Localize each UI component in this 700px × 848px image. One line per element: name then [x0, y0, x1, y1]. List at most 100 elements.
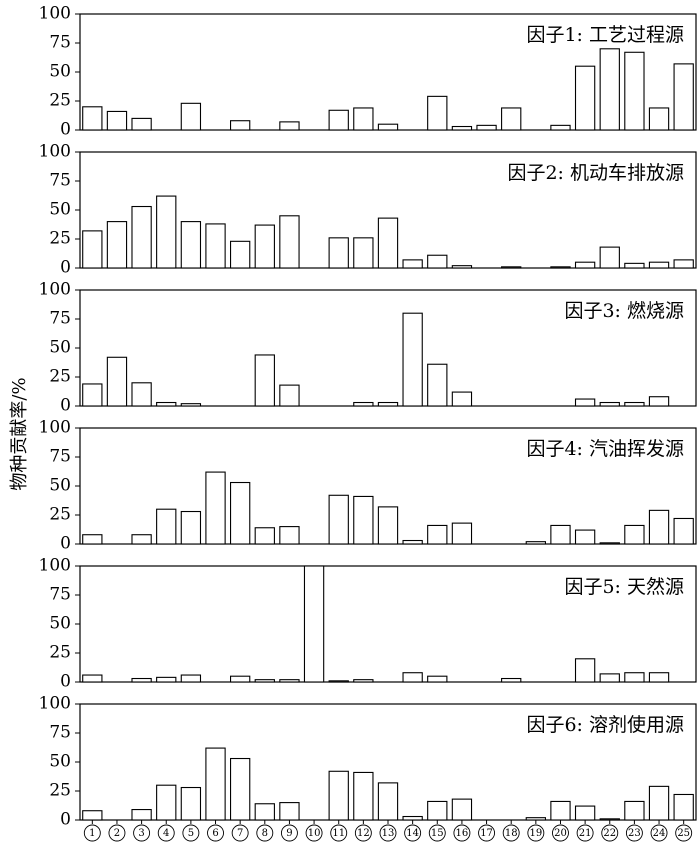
- bar: [574, 261, 596, 269]
- bar: [599, 542, 620, 545]
- bar: [377, 217, 399, 269]
- bar: [501, 107, 522, 131]
- x-tick-circle: [157, 824, 175, 842]
- bar: [525, 817, 546, 821]
- bar: [279, 679, 300, 683]
- bar: [230, 240, 251, 269]
- x-tick-label: 24: [653, 828, 666, 839]
- bar: [525, 541, 546, 545]
- y-axis-label: 物种贡献率/%: [9, 377, 30, 490]
- bar: [402, 672, 423, 683]
- y-tick-label: 75: [49, 585, 71, 605]
- bar: [279, 526, 300, 545]
- bar: [131, 809, 152, 821]
- bar: [599, 246, 620, 269]
- bar: [599, 401, 620, 407]
- bar: [427, 800, 448, 821]
- bar: [402, 259, 423, 269]
- x-tick-label: 2: [114, 828, 120, 839]
- bar: [156, 676, 177, 683]
- bar: [353, 495, 374, 545]
- y-tick-label: 50: [49, 752, 71, 772]
- x-tick-circle: [108, 824, 126, 842]
- bar: [328, 237, 349, 269]
- x-tick-circle: [133, 824, 151, 842]
- bar: [180, 403, 202, 407]
- y-tick-label: 25: [49, 367, 71, 387]
- bar: [254, 803, 275, 821]
- y-tick-label: 0: [60, 810, 71, 830]
- x-tick-circle: [675, 824, 693, 842]
- x-tick-circle: [478, 824, 496, 842]
- bar: [574, 658, 596, 683]
- y-tick-label: 75: [49, 171, 71, 191]
- bar: [82, 674, 103, 683]
- bar: [574, 398, 596, 407]
- panel-title: 因子4: 汽油挥发源: [526, 438, 684, 460]
- y-tick-label: 75: [49, 309, 71, 329]
- y-tick-label: 50: [49, 614, 71, 634]
- x-tick-circle: [182, 824, 200, 842]
- panel-title: 因子5: 天然源: [564, 576, 684, 598]
- bar: [501, 677, 522, 683]
- y-tick-label: 0: [60, 120, 71, 140]
- bar: [131, 205, 152, 269]
- x-tick-label: 16: [456, 828, 469, 839]
- bar: [156, 401, 177, 407]
- y-tick-label: 100: [39, 694, 71, 714]
- x-tick-label: 19: [529, 828, 542, 839]
- bar: [106, 221, 128, 269]
- y-tick-label: 0: [60, 396, 71, 416]
- x-tick-circle: [330, 824, 348, 842]
- bar: [279, 802, 300, 821]
- y-tick-label: 0: [60, 534, 71, 554]
- bar: [377, 401, 399, 407]
- bar: [648, 785, 670, 821]
- x-tick-label: 4: [163, 828, 169, 839]
- x-tick-label: 3: [138, 828, 144, 839]
- bar: [353, 107, 374, 131]
- bar: [451, 391, 473, 407]
- bar: [624, 672, 645, 683]
- bar: [254, 527, 275, 545]
- bar: [106, 356, 128, 407]
- bar: [328, 770, 349, 821]
- x-tick-circle: [601, 824, 619, 842]
- x-tick-circle: [305, 824, 323, 842]
- bar: [624, 51, 645, 131]
- bar: [377, 123, 399, 131]
- bar: [180, 102, 202, 131]
- bar: [106, 110, 128, 131]
- bar: [180, 786, 202, 821]
- bar: [451, 522, 473, 545]
- y-tick-label: 50: [49, 338, 71, 358]
- bar: [673, 517, 694, 545]
- x-tick-circle: [625, 824, 643, 842]
- bar: [328, 680, 349, 683]
- y-tick-label: 0: [60, 258, 71, 278]
- x-tick-label: 25: [677, 828, 690, 839]
- bar: [353, 771, 374, 821]
- x-tick-label: 23: [628, 828, 641, 839]
- x-tick-circle: [280, 824, 298, 842]
- bar: [451, 798, 473, 821]
- bar: [427, 254, 448, 269]
- y-tick-label: 25: [49, 505, 71, 525]
- y-tick-label: 75: [49, 447, 71, 467]
- bar: [574, 805, 596, 821]
- panel-title: 因子1: 工艺过程源: [526, 24, 684, 46]
- x-tick-circle: [576, 824, 594, 842]
- bar: [131, 534, 152, 545]
- x-tick-circle: [231, 824, 249, 842]
- bar: [82, 383, 103, 407]
- bar: [180, 510, 202, 545]
- bar: [205, 471, 226, 545]
- bar: [230, 675, 251, 683]
- y-tick-label: 0: [60, 672, 71, 692]
- bar: [82, 534, 103, 545]
- bar: [254, 224, 275, 269]
- x-tick-circle: [379, 824, 397, 842]
- bar: [427, 675, 448, 683]
- bar: [279, 121, 300, 131]
- bar: [279, 215, 300, 269]
